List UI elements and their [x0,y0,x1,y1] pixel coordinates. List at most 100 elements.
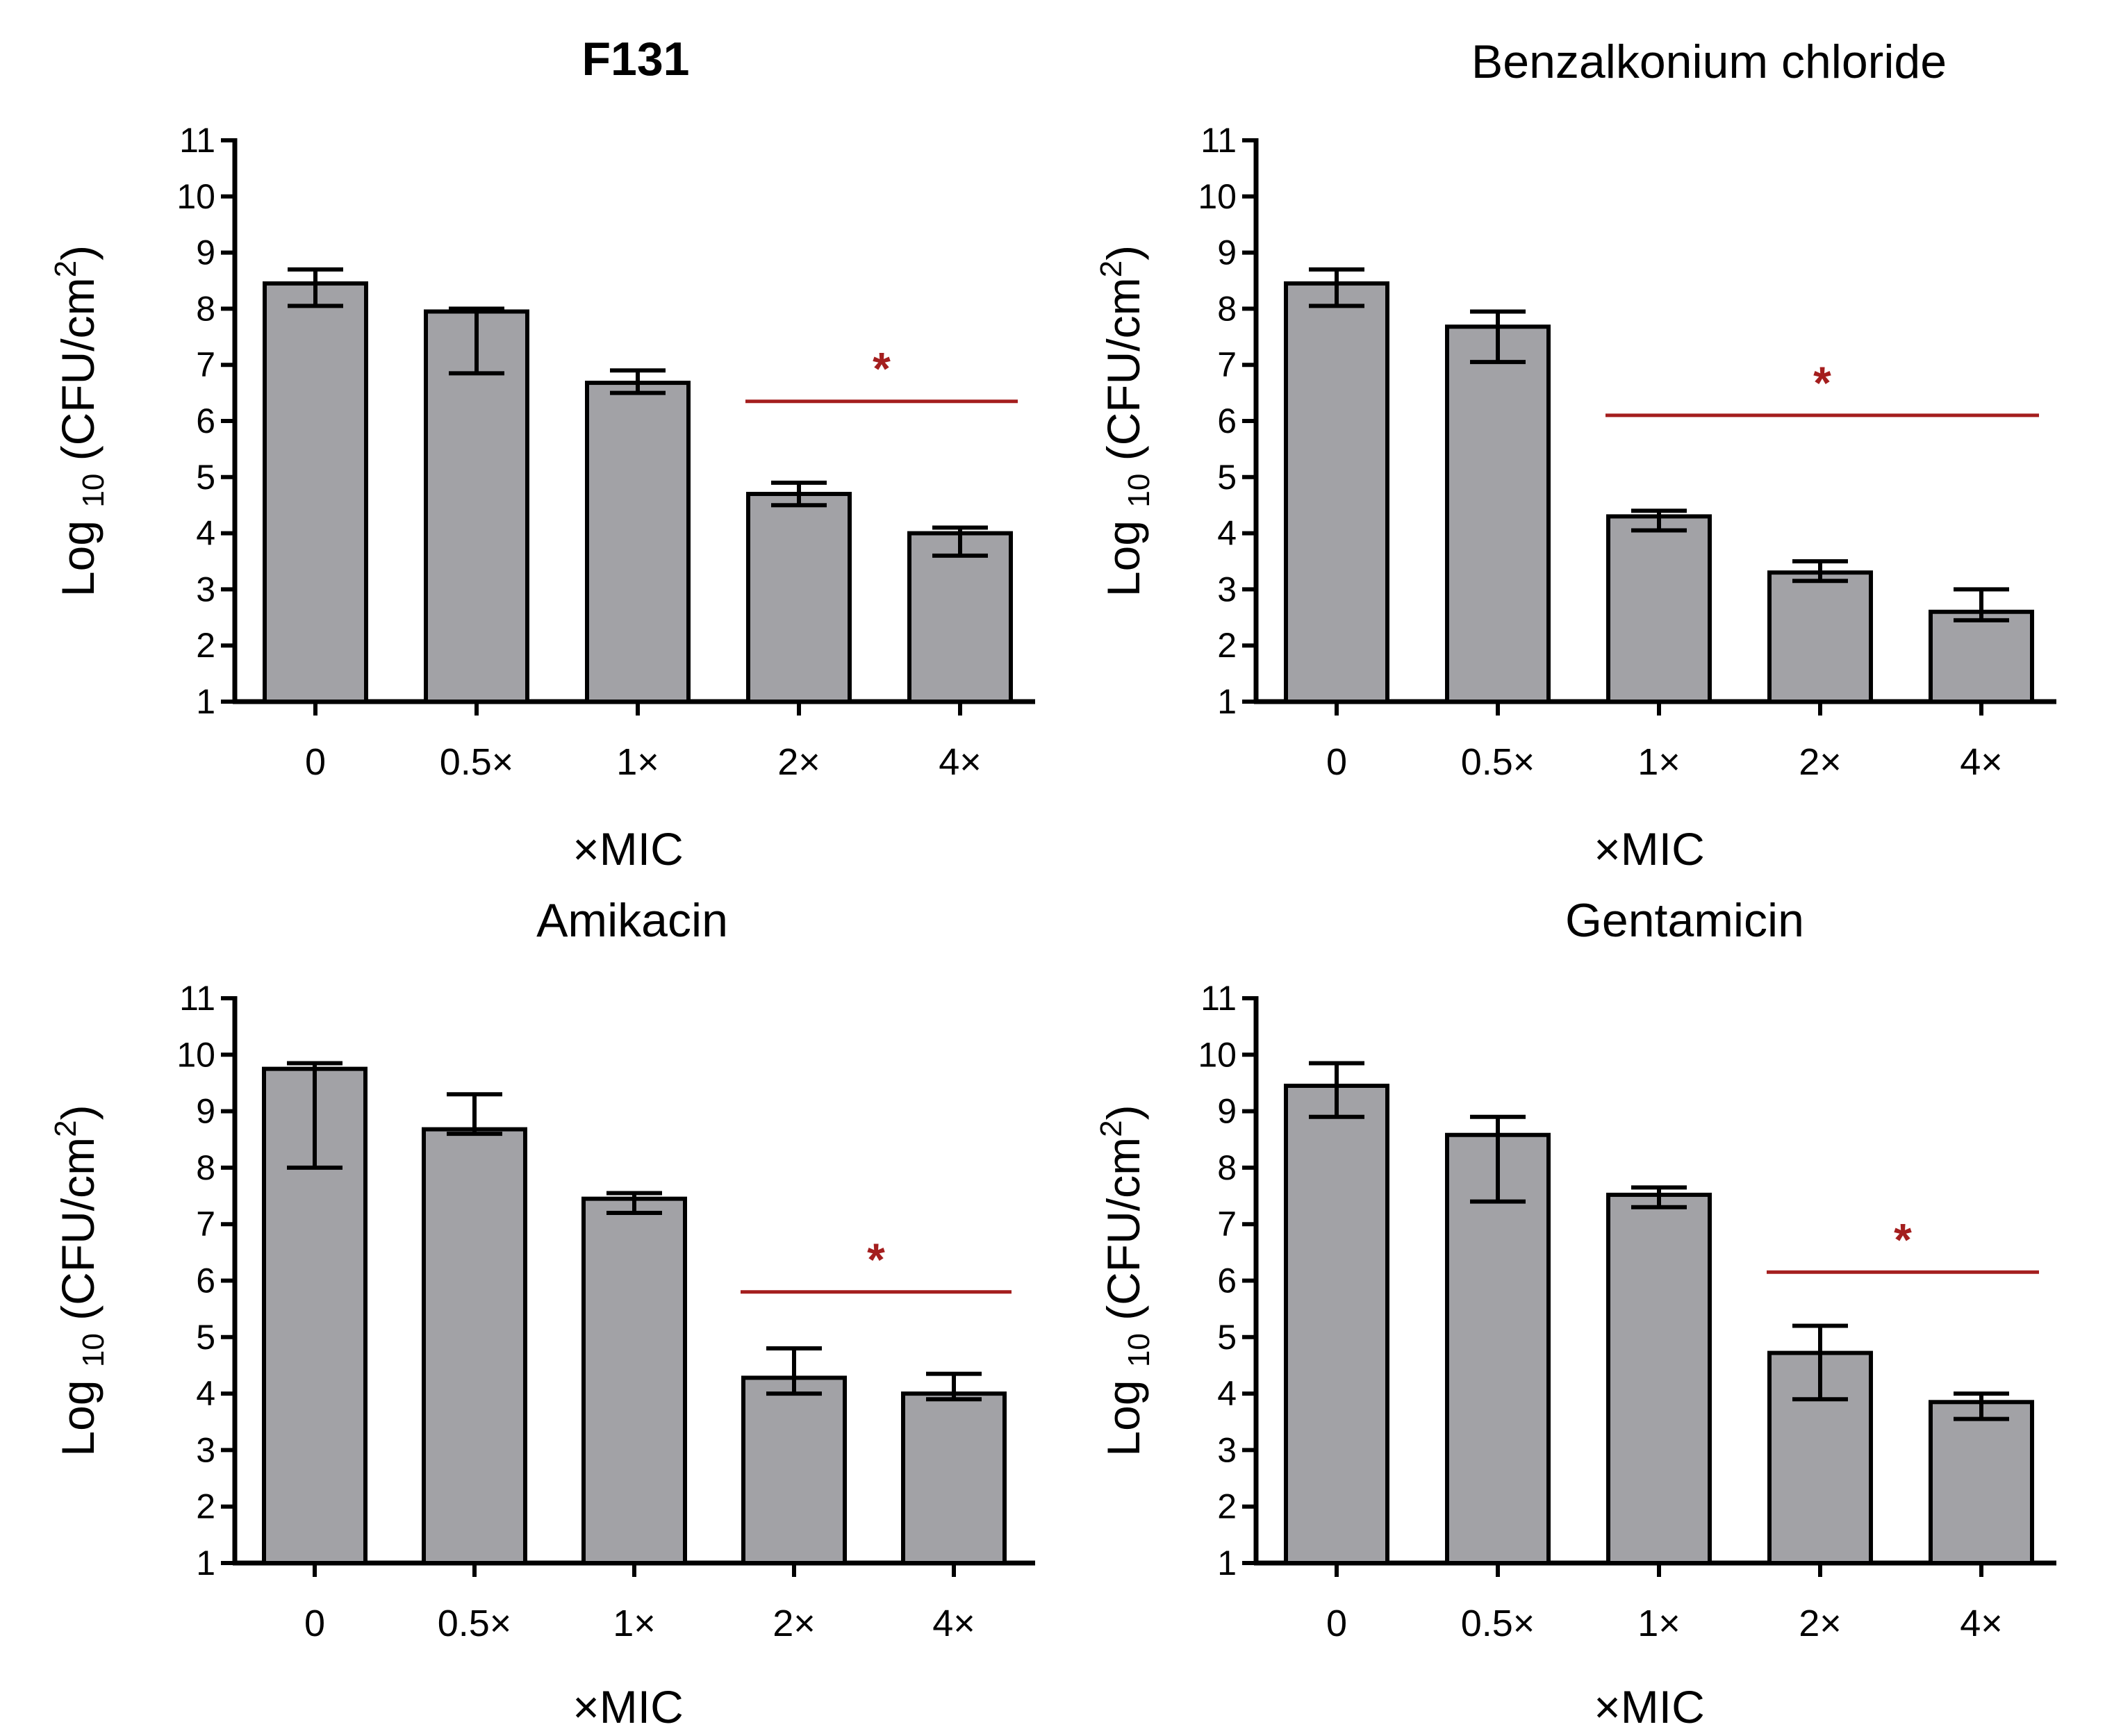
y-tick-label: 11 [179,121,215,160]
y-tick-label: 9 [1217,233,1237,272]
y-tick-label: 6 [196,402,215,440]
y-tick-label: 11 [179,979,215,1018]
y-tick-label: 1 [1217,682,1237,721]
y-tick-label: 4 [196,1374,215,1413]
y-axis-label: Log 10 (CFU/cm2) [1094,245,1156,597]
bar-0 [1284,1084,1389,1565]
x-axis-label: ×MIC [1594,1681,1705,1733]
y-tick-label: 7 [1217,345,1237,384]
x-axis-label: ×MIC [572,823,684,875]
panel-title: Benzalkonium chloride [1471,35,1947,88]
y-tick-label: 6 [196,1262,215,1300]
y-axis-label-unit: (CFU/cm [1098,277,1149,473]
y-axis-label-prefix: Log [1098,508,1149,597]
bar-0.5× [424,309,529,704]
x-tick-label: 2× [777,741,820,783]
y-tick-label: 1 [196,682,215,721]
significance-marker: * [1894,1214,1912,1265]
significance-marker: * [1813,357,1831,408]
y-axis-label-unit: (CFU/cm [1098,1137,1149,1333]
y-tick-label: 5 [196,1318,215,1357]
x-tick-label: 0 [304,1603,325,1644]
bar-1× [581,1196,687,1565]
y-tick-label: 11 [1200,121,1237,160]
x-tick-label: 4× [939,741,982,783]
chart-panel-2: Benzalkonium chloride 1 2 3 4 5 6 7 8 9 10 11 0 0.5× 1… [1094,35,2056,875]
bar-2× [1767,570,1873,704]
y-axis-label-subscript: 10 [1122,474,1156,508]
x-tick-label: 1× [616,741,659,783]
y-axis-label-subscript: 10 [76,1333,110,1367]
y-tick-label: 7 [196,345,215,384]
y-tick-label: 3 [196,570,215,609]
y-tick-label: 5 [196,458,215,497]
y-tick-label: 1 [196,1544,215,1582]
x-tick-label: 0.5× [1461,741,1535,783]
y-axis-label-superscript: 2 [1094,261,1128,277]
y-tick-label: 2 [1217,1487,1237,1526]
bar-1× [1606,514,1712,704]
y-tick-label: 8 [196,1148,215,1187]
bar-0.5× [1445,324,1551,704]
y-tick-label: 3 [1217,570,1237,609]
y-tick-label: 7 [1217,1205,1237,1243]
x-tick-label: 0.5× [438,1603,512,1644]
y-axis-label-unit: (CFU/cm [52,277,104,473]
y-tick-label: 2 [1217,626,1237,665]
y-tick-label: 2 [196,626,215,665]
chart-panel-4: Gentamicin 1 2 3 4 5 6 7 8 9 10 11 0 0.5× 1× 2× 4× ×MIC Lo… [1094,894,2056,1733]
y-axis-label: Log 10 (CFU/cm2) [1094,1105,1156,1456]
y-axis-label-close: ) [1098,245,1149,261]
bar-1× [585,381,691,704]
y-axis-label-subscript: 10 [76,474,110,508]
y-axis-label-superscript: 2 [1094,1120,1128,1136]
y-tick-label: 8 [196,289,215,328]
bar-0.5× [422,1127,527,1565]
y-tick-label: 6 [1217,402,1237,440]
y-tick-label: 9 [196,233,215,272]
bar-4× [1929,609,2034,704]
y-axis-label-prefix: Log [1098,1367,1149,1456]
y-tick-label: 6 [1217,1262,1237,1300]
x-tick-label: 0 [305,741,326,783]
y-tick-label: 10 [1198,1035,1237,1074]
bar-2× [741,1375,847,1566]
bar-0 [263,281,368,704]
y-axis-label-prefix: Log [52,508,104,597]
significance-marker: * [873,343,891,395]
y-axis-label-subscript: 10 [1122,1333,1156,1367]
bar-0 [1284,281,1389,704]
y-tick-label: 10 [176,177,215,216]
x-tick-label: 2× [1799,1603,1842,1644]
chart-panel-3: Amikacin 1 2 3 4 5 6 7 8 9 10 11 0 0.5× 1× 2× 4× ×MIC Log … [49,894,1035,1733]
y-tick-label: 2 [196,1487,215,1526]
y-tick-label: 1 [1217,1544,1237,1582]
x-tick-label: 2× [1799,741,1842,783]
y-axis-label-prefix: Log [52,1367,104,1456]
bar-4× [1929,1400,2034,1566]
x-tick-label: 1× [1637,1603,1681,1644]
y-axis-label: Log 10 (CFU/cm2) [49,1105,110,1456]
y-tick-label: 3 [1217,1430,1237,1469]
y-tick-label: 4 [196,514,215,553]
bar-4× [907,531,1013,704]
panel-title: Amikacin [536,894,728,947]
y-tick-label: 5 [1217,1318,1237,1357]
y-tick-label: 7 [196,1205,215,1243]
x-tick-label: 0 [1326,741,1347,783]
y-tick-label: 4 [1217,514,1237,553]
y-tick-label: 8 [1217,289,1237,328]
y-axis-label-close: ) [52,245,104,261]
x-axis-label: ×MIC [572,1681,684,1733]
y-tick-label: 4 [1217,1374,1237,1413]
y-tick-label: 9 [1217,1092,1237,1131]
panel-title: Gentamicin [1565,894,1804,947]
x-tick-label: 4× [1960,741,2003,783]
y-tick-label: 10 [1198,177,1237,216]
y-axis-label-unit: (CFU/cm [52,1137,104,1333]
x-tick-label: 1× [1637,741,1681,783]
bar-2× [746,492,852,704]
chart-panel-1: F131 1 2 3 4 5 6 7 8 9 10 11 0 0.5× 1× 2× 4× ×MIC Log 10 (… [49,33,1035,875]
y-axis-label-superscript: 2 [49,1120,83,1136]
